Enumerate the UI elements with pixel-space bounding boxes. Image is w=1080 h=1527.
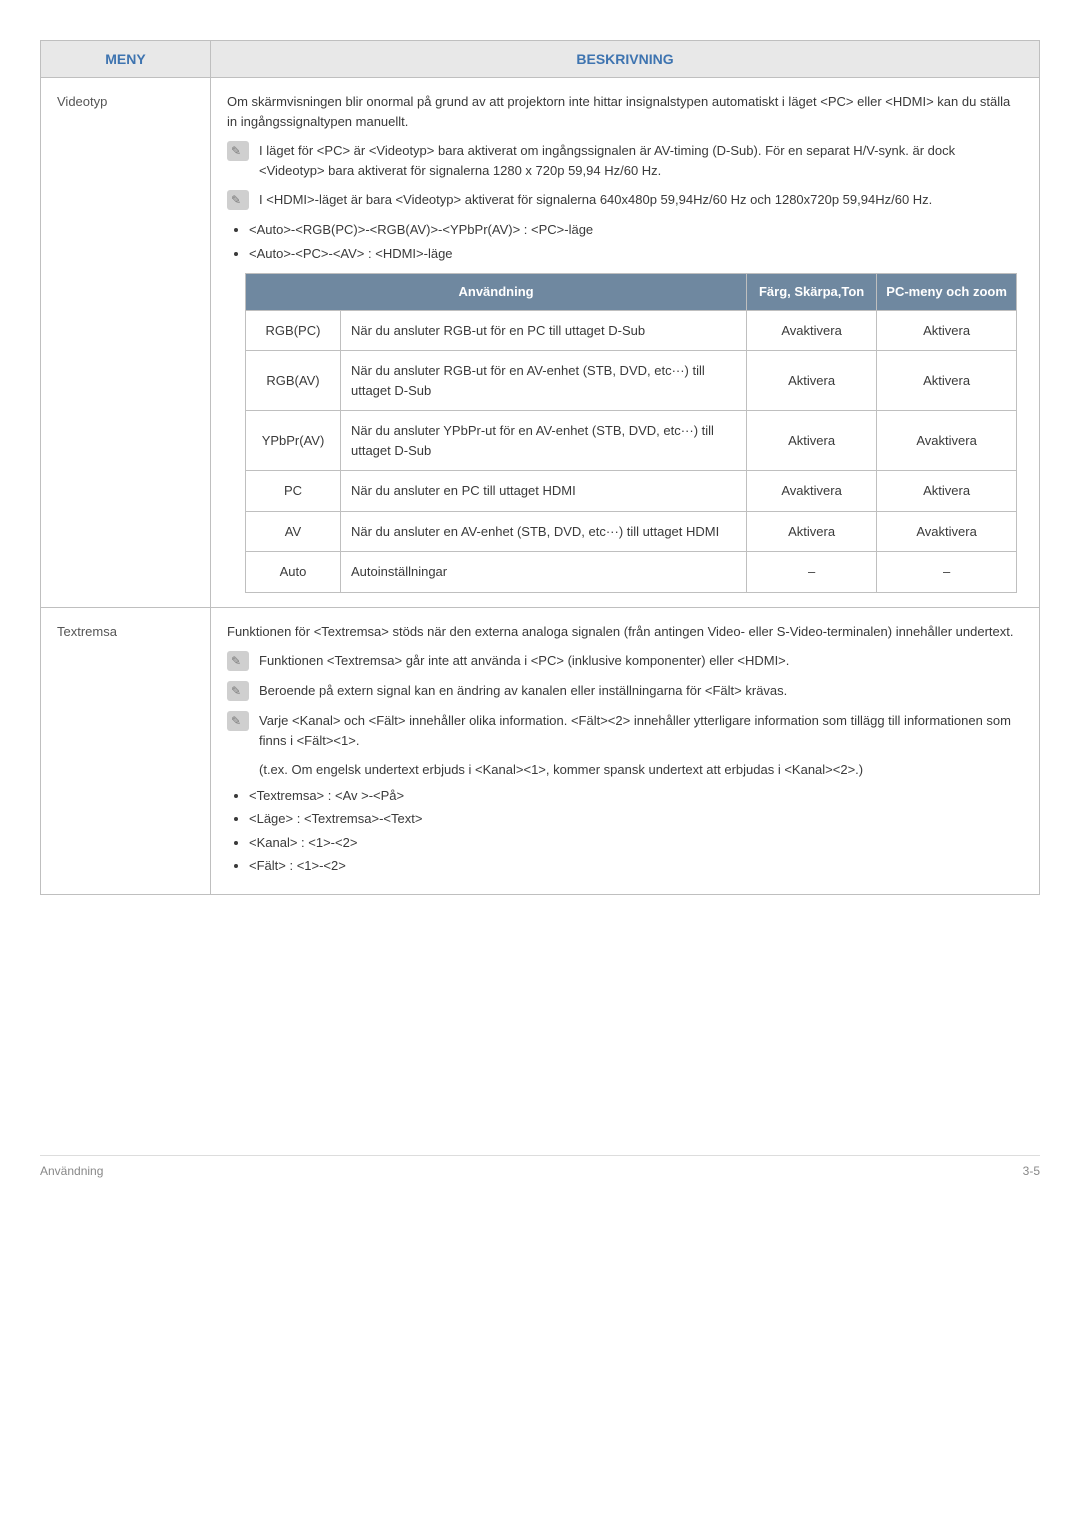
bullet-hdmi-mode: <Auto>-<PC>-<AV> : <HDMI>-läge xyxy=(249,244,1023,264)
cell: Aktivera xyxy=(747,511,877,552)
note-icon xyxy=(227,190,249,210)
table-row: YPbPr(AV) När du ansluter YPbPr-ut för e… xyxy=(246,411,1017,471)
cell: RGB(PC) xyxy=(246,310,341,351)
note-icon xyxy=(227,711,249,731)
cell: Autoinställningar xyxy=(341,552,747,593)
cell: Avaktivera xyxy=(877,511,1017,552)
note-icon xyxy=(227,651,249,671)
cell: RGB(AV) xyxy=(246,351,341,411)
header-desc: BESKRIVNING xyxy=(211,41,1040,78)
bullet-pc-mode: <Auto>-<RGB(PC)>-<RGB(AV)>-<YPbPr(AV)> :… xyxy=(249,220,1023,240)
note-4: Beroende på extern signal kan en ändring… xyxy=(227,681,1023,701)
cell: Aktivera xyxy=(877,310,1017,351)
bullet-textremsa: <Textremsa> : <Av >-<På> xyxy=(249,786,1023,806)
header-row: MENY BESKRIVNING xyxy=(41,41,1040,78)
cell: – xyxy=(747,552,877,593)
textremsa-bullets: <Textremsa> : <Av >-<På> <Läge> : <Textr… xyxy=(227,786,1023,876)
cell: Avaktivera xyxy=(877,411,1017,471)
menu-textremsa: Textremsa xyxy=(41,607,211,894)
note-2: I <HDMI>-läget är bara <Videotyp> aktive… xyxy=(227,190,1023,210)
note-1-text: I läget för <PC> är <Videotyp> bara akti… xyxy=(259,141,1023,180)
textremsa-example: (t.ex. Om engelsk undertext erbjuds i <K… xyxy=(259,760,1023,780)
table-row: RGB(PC) När du ansluter RGB-ut för en PC… xyxy=(246,310,1017,351)
header-menu: MENY xyxy=(41,41,211,78)
cell: PC xyxy=(246,471,341,512)
cell: När du ansluter RGB-ut för en AV-enhet (… xyxy=(341,351,747,411)
row-videotyp: Videotyp Om skärmvisningen blir onormal … xyxy=(41,78,1040,608)
table-row: RGB(AV) När du ansluter RGB-ut för en AV… xyxy=(246,351,1017,411)
note-4-text: Beroende på extern signal kan en ändring… xyxy=(259,681,787,701)
footer-right: 3-5 xyxy=(1023,1164,1040,1178)
note-5-text: Varje <Kanal> och <Fält> innehåller olik… xyxy=(259,711,1023,750)
cell: Aktivera xyxy=(877,471,1017,512)
cell: Avaktivera xyxy=(747,471,877,512)
desc-textremsa: Funktionen för <Textremsa> stöds när den… xyxy=(211,607,1040,894)
main-table: MENY BESKRIVNING Videotyp Om skärmvisnin… xyxy=(40,40,1040,895)
bullet-kanal: <Kanal> : <1>-<2> xyxy=(249,833,1023,853)
inner-header-row: Användning Färg, Skärpa,Ton PC-meny och … xyxy=(246,274,1017,311)
cell: Auto xyxy=(246,552,341,593)
page-footer: Användning 3-5 xyxy=(40,1155,1040,1178)
row-textremsa: Textremsa Funktionen för <Textremsa> stö… xyxy=(41,607,1040,894)
note-3-text: Funktionen <Textremsa> går inte att anvä… xyxy=(259,651,789,671)
cell: Avaktivera xyxy=(747,310,877,351)
th-anvandning: Användning xyxy=(246,274,747,311)
cell: När du ansluter en PC till uttaget HDMI xyxy=(341,471,747,512)
cell: Aktivera xyxy=(877,351,1017,411)
desc-videotyp: Om skärmvisningen blir onormal på grund … xyxy=(211,78,1040,608)
note-icon xyxy=(227,141,249,161)
videotyp-bullets: <Auto>-<RGB(PC)>-<RGB(AV)>-<YPbPr(AV)> :… xyxy=(227,220,1023,263)
page: MENY BESKRIVNING Videotyp Om skärmvisnin… xyxy=(40,40,1040,1178)
note-1: I läget för <PC> är <Videotyp> bara akti… xyxy=(227,141,1023,180)
cell: När du ansluter en AV-enhet (STB, DVD, e… xyxy=(341,511,747,552)
bullet-lage: <Läge> : <Textremsa>-<Text> xyxy=(249,809,1023,829)
menu-videotyp: Videotyp xyxy=(41,78,211,608)
note-2-text: I <HDMI>-läget är bara <Videotyp> aktive… xyxy=(259,190,932,210)
cell: – xyxy=(877,552,1017,593)
inner-table: Användning Färg, Skärpa,Ton PC-meny och … xyxy=(245,273,1017,593)
bullet-falt: <Fält> : <1>-<2> xyxy=(249,856,1023,876)
cell: Aktivera xyxy=(747,411,877,471)
cell: Aktivera xyxy=(747,351,877,411)
note-5: Varje <Kanal> och <Fält> innehåller olik… xyxy=(227,711,1023,750)
table-row: AV När du ansluter en AV-enhet (STB, DVD… xyxy=(246,511,1017,552)
table-row: PC När du ansluter en PC till uttaget HD… xyxy=(246,471,1017,512)
cell: AV xyxy=(246,511,341,552)
textremsa-intro: Funktionen för <Textremsa> stöds när den… xyxy=(227,622,1023,642)
note-icon xyxy=(227,681,249,701)
table-row: Auto Autoinställningar – – xyxy=(246,552,1017,593)
cell: När du ansluter YPbPr-ut för en AV-enhet… xyxy=(341,411,747,471)
videotyp-intro: Om skärmvisningen blir onormal på grund … xyxy=(227,92,1023,131)
th-farg: Färg, Skärpa,Ton xyxy=(747,274,877,311)
note-3: Funktionen <Textremsa> går inte att anvä… xyxy=(227,651,1023,671)
cell: När du ansluter RGB-ut för en PC till ut… xyxy=(341,310,747,351)
th-pcmeny: PC-meny och zoom xyxy=(877,274,1017,311)
footer-left: Användning xyxy=(40,1164,103,1178)
cell: YPbPr(AV) xyxy=(246,411,341,471)
